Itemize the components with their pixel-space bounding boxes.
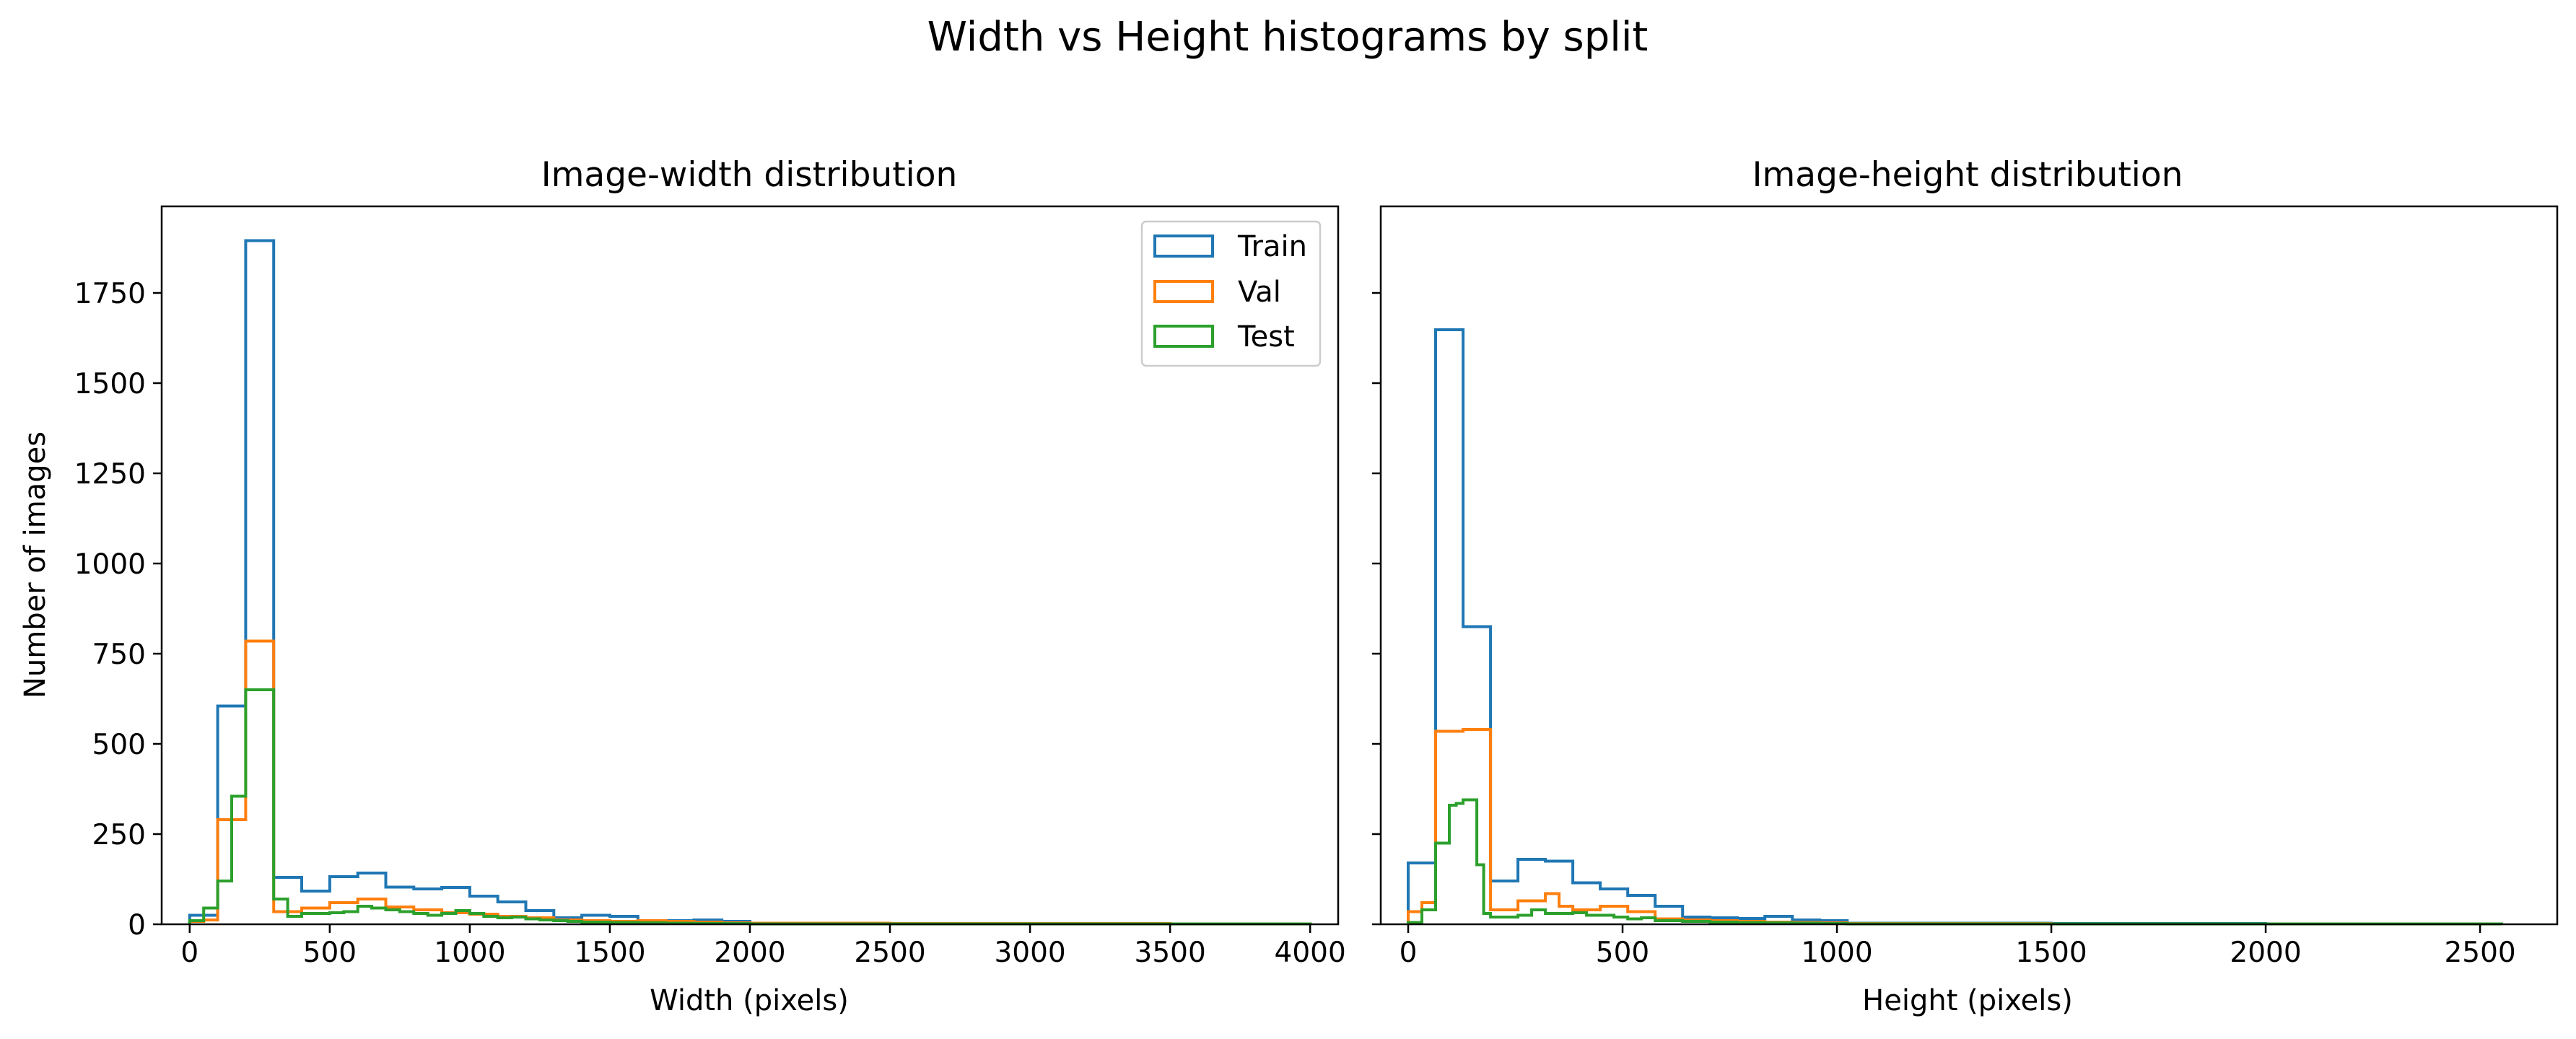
height-y-ticks [1372,291,1381,926]
height-x-ticks: 0 500 1000 1500 2000 2500 [1400,924,2516,969]
width-y-tick-label: 1500 [74,368,146,400]
width-y-tick-label: 250 [92,819,146,851]
width-y-tick-label: 0 [128,909,146,942]
height-histogram-panel: Image-height distribution 0 500 1000 1500 20… [1372,155,2559,1017]
width-y-tick-label: 1250 [74,458,146,491]
width-x-tick-label: 1000 [434,937,505,969]
width-y-tick-label: 1750 [74,278,146,310]
width-y-axis-label: Number of images [19,431,52,698]
height-axes-frame [1379,205,2559,926]
width-panel-title: Image-width distribution [541,155,957,195]
width-x-tick-label: 500 [303,937,357,969]
width-x-tick-label: 2500 [854,937,925,969]
height-x-tick-label: 1500 [2015,937,2087,969]
width-y-tick-label: 1000 [74,548,146,581]
height-panel-title: Image-height distribution [1752,155,2183,195]
width-x-tick-label: 3000 [994,937,1065,969]
height-x-tick-label: 500 [1596,937,1649,969]
legend-swatch-train [1153,234,1214,258]
width-y-ticks: 0 250 500 750 1000 1250 1500 1750 [74,278,162,942]
height-x-tick-label: 1000 [1801,937,1872,969]
width-x-axis-label: Width (pixels) [650,984,849,1017]
height-x-axis-label: Height (pixels) [1862,984,2073,1017]
legend-label-val: Val [1238,276,1281,309]
height-x-tick-label: 2000 [2230,937,2301,969]
width-series-test [188,688,1312,926]
legend-swatch-test [1153,325,1214,348]
width-x-tick-label: 0 [180,937,198,969]
height-plot-area [1407,328,2503,926]
height-x-tick-label: 0 [1400,937,1418,969]
legend-label-train: Train [1237,230,1307,263]
width-histogram-panel: Image-width distribution 0 500 1000 1500 200… [19,155,1346,1017]
width-x-tick-label: 1500 [574,937,645,969]
width-x-tick-label: 2000 [714,937,785,969]
width-x-tick-label: 3500 [1135,937,1206,969]
width-y-tick-label: 500 [92,729,146,761]
width-y-tick-label: 750 [92,639,146,671]
height-series-test [1407,798,2503,926]
width-axes-frame [160,205,1340,926]
height-x-tick-label: 2500 [2444,937,2515,969]
legend: Train Val Test [1140,220,1322,367]
legend-label-test: Test [1237,320,1295,354]
figure-suptitle: Width vs Height histograms by split [927,14,1649,61]
width-plot-area [188,239,1312,926]
width-x-tick-label: 4000 [1275,937,1346,969]
legend-swatch-val [1153,280,1214,303]
width-x-ticks: 0 500 1000 1500 2000 2500 3000 3500 4000 [180,924,1346,969]
